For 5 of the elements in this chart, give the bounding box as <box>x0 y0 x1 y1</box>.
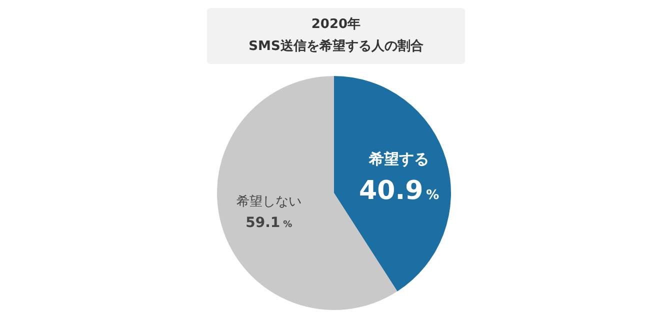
chart-title: 2020年 SMS送信を希望する人の割合 <box>207 8 465 64</box>
slice-label: 希望しない <box>236 194 302 210</box>
slice-label: 希望する <box>368 150 430 168</box>
data-label: 40.9% <box>359 176 440 206</box>
data-label: 59.1% <box>246 215 292 232</box>
